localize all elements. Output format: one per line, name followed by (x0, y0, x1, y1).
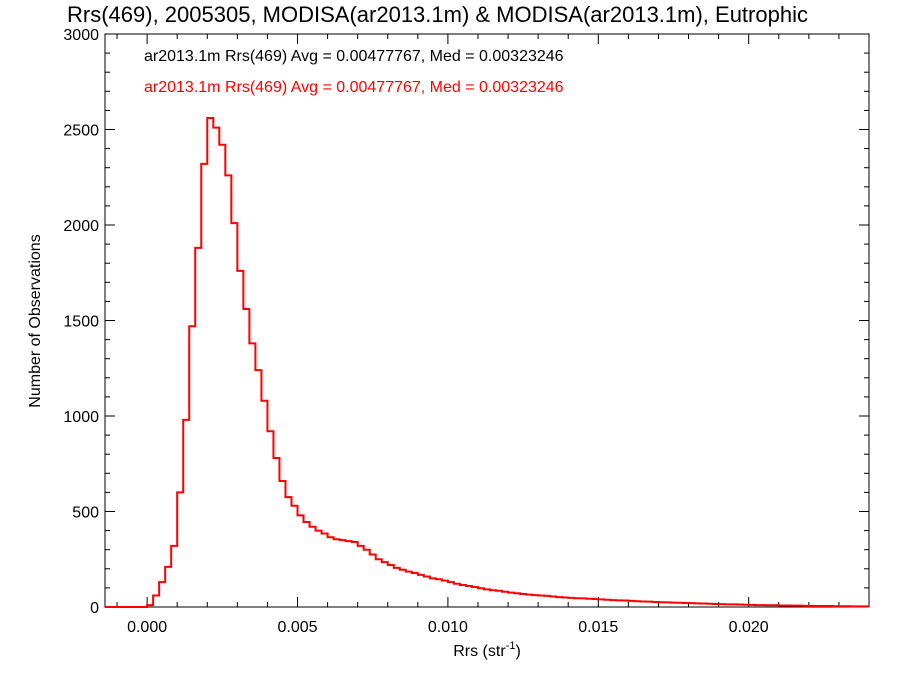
x-tick-label: 0.015 (578, 619, 618, 636)
x-axis-label: Rrs (str-1) (453, 640, 521, 660)
y-tick-label: 500 (72, 505, 99, 522)
x-tick-label: 0.010 (428, 619, 468, 636)
x-tick-label: 0.005 (277, 619, 317, 636)
x-tick-label: 0.000 (127, 619, 167, 636)
histogram-series (105, 117, 869, 608)
y-tick-label: 1500 (63, 314, 99, 331)
legend-entry-black: ar2013.1m Rrs(469) Avg = 0.00477767, Med… (144, 48, 564, 65)
plot-frame (104, 33, 870, 608)
y-tick-label: 2000 (63, 218, 99, 235)
y-tick-label: 3000 (63, 27, 99, 44)
chart-title: Rrs(469), 2005305, MODISA(ar2013.1m) & M… (67, 2, 808, 27)
histogram-line-red (105, 117, 869, 608)
x-tick-label: 0.020 (729, 619, 769, 636)
y-axis-label: Number of Observations (27, 234, 44, 407)
legend-entry-red: ar2013.1m Rrs(469) Avg = 0.00477767, Med… (144, 79, 564, 96)
legend: ar2013.1m Rrs(469) Avg = 0.00477767, Med… (144, 48, 564, 96)
axis-ticks (105, 33, 870, 608)
tick-labels: 0.000 0.005 0.010 0.015 0.020 0 500 1000 1500 200… (63, 27, 768, 636)
y-tick-label: 0 (90, 600, 99, 617)
y-tick-label: 1000 (63, 409, 99, 426)
axes (104, 33, 870, 608)
histogram-line-black (105, 117, 869, 608)
y-tick-label: 2500 (63, 123, 99, 140)
